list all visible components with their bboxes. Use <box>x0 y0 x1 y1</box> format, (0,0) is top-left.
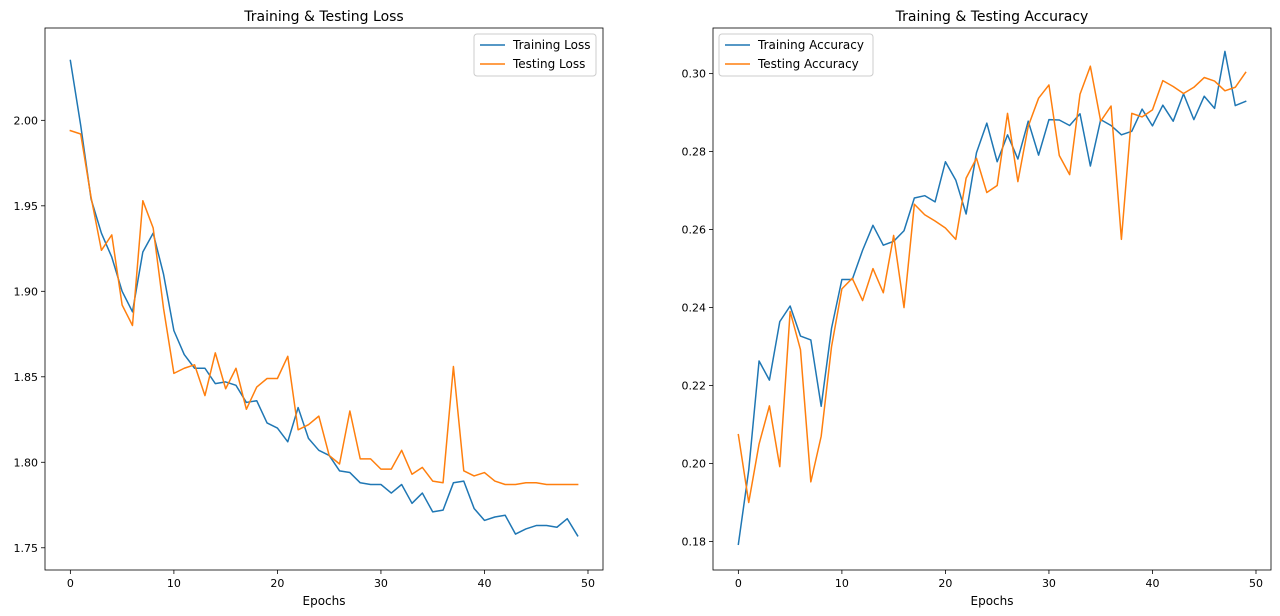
series-line-1 <box>69 59 579 537</box>
x-tick-label: 20 <box>270 577 284 590</box>
y-tick-label: 1.80 <box>14 456 39 469</box>
x-axis-label: Epochs <box>971 594 1014 608</box>
legend-label-1: Training Accuracy <box>757 38 864 52</box>
y-tick-label: 1.75 <box>14 542 39 555</box>
legend-label-2: Testing Accuracy <box>757 57 859 71</box>
legend-label-2: Testing Loss <box>512 57 585 71</box>
legend-label-1: Training Loss <box>512 38 590 52</box>
x-tick-label: 40 <box>1145 577 1159 590</box>
y-tick-label: 0.18 <box>682 536 707 549</box>
x-tick-label: 40 <box>477 577 491 590</box>
y-tick-label: 0.20 <box>682 458 707 471</box>
x-tick-label: 50 <box>1249 577 1263 590</box>
x-tick-label: 10 <box>835 577 849 590</box>
series-line-1 <box>737 50 1247 546</box>
legend: Training Loss Testing Loss <box>473 33 597 77</box>
axes-frame <box>44 27 604 571</box>
y-tick-label: 0.28 <box>682 146 707 159</box>
y-tick-label: 2.00 <box>14 114 39 127</box>
y-tick-label: 0.24 <box>682 302 707 315</box>
chart-title: Training & Testing Loss <box>243 9 403 25</box>
x-tick-label: 0 <box>67 577 74 590</box>
x-tick-label: 30 <box>1042 577 1056 590</box>
chart-2: 0 10 20 30 40 50 0.18 0.20 0.22 0.24 0.26 0.28 0.30 T… <box>682 9 1272 608</box>
x-tick-label: 30 <box>374 577 388 590</box>
legend: Training Accuracy Testing Accuracy <box>718 33 874 77</box>
x-tick-label: 50 <box>581 577 595 590</box>
x-axis-label: Epochs <box>303 594 346 608</box>
axes-frame <box>712 27 1272 571</box>
y-tick-label: 0.26 <box>682 224 707 237</box>
y-tick-label: 0.22 <box>682 380 707 393</box>
y-tick-label: 0.30 <box>682 68 707 81</box>
x-tick-label: 0 <box>735 577 742 590</box>
series-line-2 <box>737 65 1247 504</box>
legend-box <box>718 33 874 77</box>
series-line-2 <box>69 129 579 486</box>
chart-title: Training & Testing Accuracy <box>895 9 1089 25</box>
y-tick-label: 1.90 <box>14 285 39 298</box>
y-tick-label: 1.95 <box>14 200 39 213</box>
y-tick-label: 1.85 <box>14 371 39 384</box>
chart-1: 0 10 20 30 40 50 1.75 1.80 1.85 1.90 1.95 2.00 Train… <box>14 9 604 608</box>
x-tick-label: 10 <box>167 577 181 590</box>
x-tick-label: 20 <box>938 577 952 590</box>
